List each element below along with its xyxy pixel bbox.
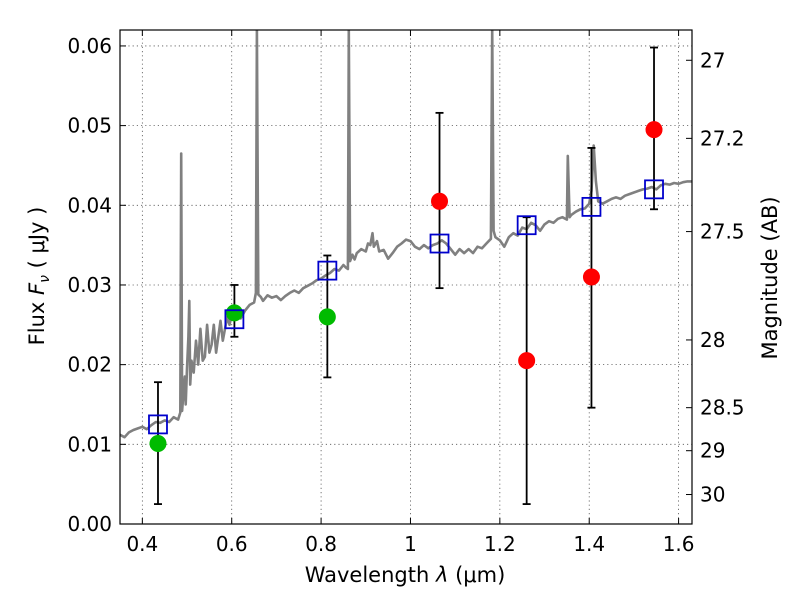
right-axis-label: Magnitude (AB) <box>758 196 782 359</box>
mag-tick-label: 28.5 <box>700 396 745 420</box>
ticks <box>120 30 692 525</box>
markers <box>148 121 664 453</box>
model-photometry-square <box>429 233 450 254</box>
green-data-point <box>149 435 167 453</box>
model-photometry-square <box>148 414 168 435</box>
y-tick-label: 0.02 <box>67 353 112 377</box>
mag-tick-label: 28 <box>700 328 725 352</box>
plot-frame <box>119 29 693 525</box>
model-photometry-square <box>516 215 537 236</box>
y-axis-label: Flux Fν ( μJy ) <box>25 207 53 346</box>
spectrum-line <box>120 30 692 439</box>
x-tick-label: 1.6 <box>663 532 695 556</box>
y-tick-label: 0.03 <box>67 273 112 297</box>
grid <box>120 30 692 525</box>
x-tick-label: 0.6 <box>216 532 248 556</box>
y-tick-label: 0.06 <box>67 34 112 58</box>
red-data-point <box>582 268 600 286</box>
y-tick-label: 0.00 <box>67 512 112 536</box>
green-data-point <box>225 304 243 322</box>
green-data-point <box>318 308 336 326</box>
red-data-point <box>645 121 663 139</box>
mag-tick-label: 27 <box>700 48 725 72</box>
red-data-point <box>518 352 536 370</box>
x-axis-label: Wavelength λ (μm) <box>305 563 506 587</box>
tick-labels: 0.4 0.6 0.8 1 1.2 1.4 1.6 0.00 0.01 0.02 0.03 0.04 0… <box>67 34 744 556</box>
x-tick-label: 1.4 <box>573 532 605 556</box>
x-tick-label: 1 <box>404 532 417 556</box>
y-tick-label: 0.05 <box>67 114 112 138</box>
mag-tick-label: 27.5 <box>700 220 745 244</box>
x-tick-label: 1.2 <box>484 532 516 556</box>
x-tick-label: 0.4 <box>126 532 158 556</box>
model-photometry-square <box>644 179 664 200</box>
model-photometry-square <box>224 309 245 330</box>
mag-tick-label: 29 <box>700 439 725 463</box>
y-tick-label: 0.04 <box>67 193 112 217</box>
errorbars <box>153 46 659 505</box>
red-data-point <box>431 192 449 210</box>
mag-tick-label: 30 <box>700 483 725 507</box>
model-photometry-square <box>317 260 338 281</box>
spectrum <box>120 30 692 439</box>
x-tick-label: 0.8 <box>305 532 337 556</box>
model-photometry-square <box>581 196 602 217</box>
y-tick-label: 0.01 <box>67 432 112 456</box>
mag-tick-label: 27.2 <box>700 126 745 150</box>
